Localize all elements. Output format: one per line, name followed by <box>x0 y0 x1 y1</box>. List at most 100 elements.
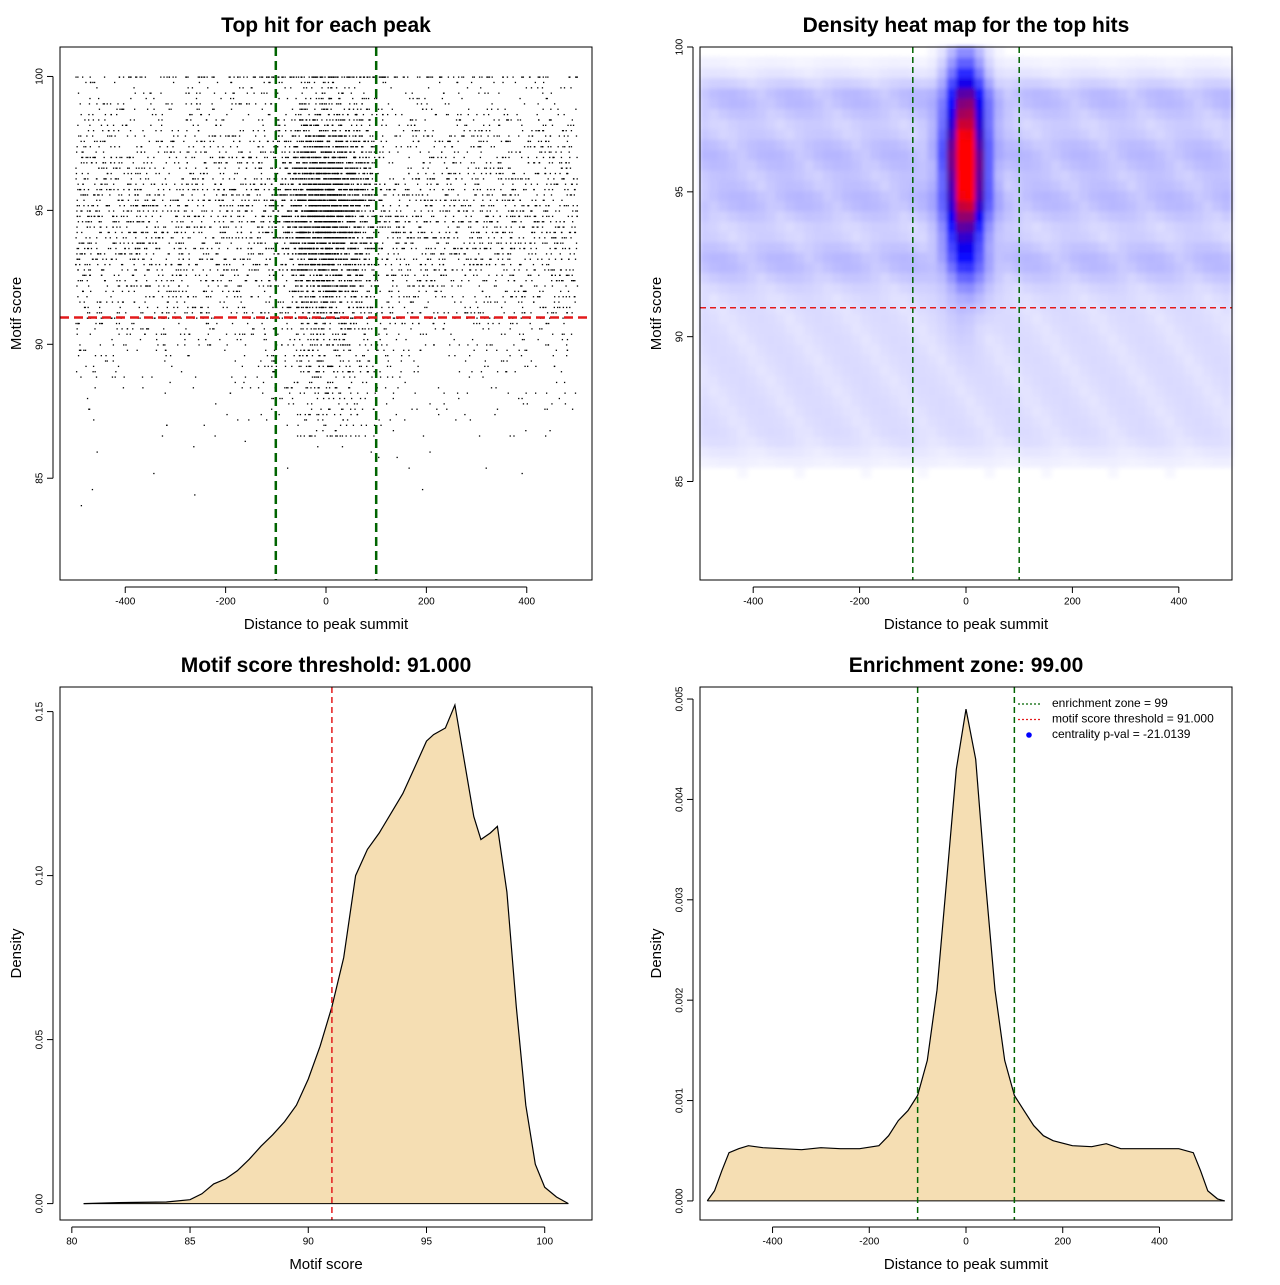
scatter-point <box>453 247 455 250</box>
scatter-point <box>448 140 450 143</box>
scatter-point <box>267 231 270 234</box>
scatter-point <box>253 178 256 180</box>
scatter-point <box>76 210 78 212</box>
scatter-point <box>557 183 559 185</box>
scatter-point <box>300 328 302 330</box>
scatter-point <box>270 183 273 185</box>
scatter-point <box>428 151 430 153</box>
scatter-point <box>145 237 147 239</box>
scatter-point <box>317 446 319 448</box>
scatter-point <box>252 253 255 255</box>
scatter-point <box>155 210 158 212</box>
scatter-point <box>519 210 522 212</box>
scatter-point <box>487 92 489 94</box>
scatter-point <box>269 81 271 84</box>
scatter-point <box>262 285 265 287</box>
scatter-point <box>537 338 539 341</box>
scatter-point <box>542 92 544 94</box>
scatter-point <box>170 263 172 266</box>
scatter-point <box>202 215 205 218</box>
scatter-point <box>238 151 240 153</box>
scatter-point <box>480 172 483 175</box>
scatter-point <box>147 210 149 212</box>
scatter-point <box>489 162 492 164</box>
scatter-point <box>145 231 147 234</box>
scatter-point <box>166 301 169 303</box>
scatter-point <box>96 87 98 89</box>
scatter-point <box>553 306 555 309</box>
scatter-point <box>168 172 170 175</box>
scatter-point <box>104 263 106 266</box>
scatter-point <box>347 172 350 175</box>
scatter-point <box>82 194 84 196</box>
scatter-point <box>367 162 370 164</box>
scatter-point <box>381 344 383 346</box>
scatter-point <box>231 376 233 378</box>
scatter-point <box>530 274 532 276</box>
scatter-point <box>562 296 564 298</box>
scatter-point <box>353 258 355 260</box>
scatter-point <box>146 172 148 175</box>
scatter-point <box>374 285 376 287</box>
scatter-point <box>116 280 118 282</box>
scatter-point <box>260 172 263 175</box>
scatter-point <box>284 162 286 164</box>
scatter-point <box>119 253 121 255</box>
scatter-point <box>155 113 157 116</box>
scatter-point <box>552 333 554 335</box>
scatter-point <box>202 199 204 201</box>
scatter-point <box>503 269 505 271</box>
scatter-point <box>187 355 189 357</box>
scatter-point <box>497 221 499 223</box>
scatter-point <box>124 253 126 255</box>
scatter-point <box>142 210 145 212</box>
scatter-point <box>254 76 256 78</box>
scatter-point <box>310 140 312 143</box>
scatter-point <box>230 188 232 191</box>
scatter-point <box>571 215 573 218</box>
scatter-point <box>279 221 281 223</box>
scatter-point <box>541 87 544 89</box>
scatter-point <box>446 167 448 169</box>
scatter-point <box>396 76 398 78</box>
scatter-point <box>394 113 397 116</box>
scatter-point <box>108 205 111 207</box>
scatter-point <box>559 306 561 309</box>
scatter-point <box>264 263 267 266</box>
scatter-point <box>356 301 358 303</box>
scatter-point <box>453 338 455 341</box>
scatter-point <box>547 178 549 180</box>
scatter-point <box>297 221 300 223</box>
scatter-point <box>412 140 415 143</box>
scatter-point <box>513 172 516 175</box>
scatter-point <box>140 231 143 234</box>
scatter-point <box>426 178 429 180</box>
scatter-point <box>317 124 320 126</box>
scatter-point <box>94 371 96 373</box>
scatter-point <box>548 188 550 191</box>
scatter-point <box>416 76 419 78</box>
scatter-point <box>502 360 505 362</box>
scatter-point <box>171 103 173 105</box>
scatter-point <box>93 140 96 143</box>
scatter-point <box>297 242 299 244</box>
scatter-point <box>310 301 312 303</box>
scatter-point <box>86 210 89 212</box>
scatter-point <box>130 178 133 180</box>
scatter-point <box>172 140 175 143</box>
scatter-point <box>90 81 92 84</box>
scatter-point <box>444 269 446 271</box>
scatter-point <box>411 92 413 94</box>
scatter-point <box>276 221 279 223</box>
scatter-point <box>151 215 153 218</box>
scatter-point <box>243 312 246 314</box>
scatter-point <box>520 317 522 319</box>
scatter-point <box>489 199 492 201</box>
scatter-point <box>240 183 242 185</box>
scatter-point <box>286 322 288 325</box>
scatter-point <box>510 194 512 196</box>
scatter-point <box>194 263 197 266</box>
scatter-point <box>565 162 567 164</box>
scatter-point <box>259 237 261 239</box>
scatter-point <box>112 215 114 218</box>
